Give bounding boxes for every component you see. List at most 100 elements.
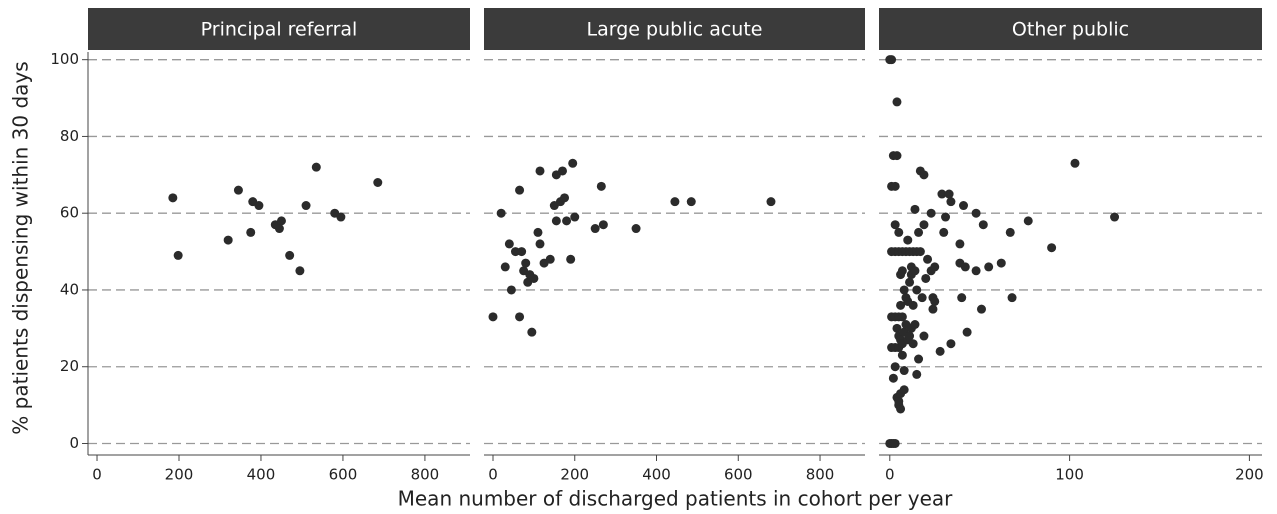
x-tick-label: 600 bbox=[329, 466, 358, 484]
point bbox=[899, 385, 909, 395]
point bbox=[1047, 243, 1057, 253]
point bbox=[930, 262, 940, 272]
strip bbox=[88, 8, 470, 50]
point bbox=[946, 339, 956, 349]
point bbox=[515, 312, 525, 322]
point bbox=[912, 369, 922, 379]
point bbox=[921, 273, 931, 283]
y-tick-label: 0 bbox=[69, 434, 79, 452]
point bbox=[562, 216, 572, 226]
point bbox=[890, 181, 900, 191]
point bbox=[285, 250, 295, 260]
point bbox=[515, 185, 525, 195]
point bbox=[590, 224, 600, 234]
y-tick-label: 20 bbox=[60, 357, 79, 375]
point bbox=[596, 181, 606, 191]
point bbox=[935, 346, 945, 356]
x-tick-label: 200 bbox=[560, 466, 589, 484]
x-tick-label: 100 bbox=[1055, 466, 1084, 484]
point bbox=[930, 296, 940, 306]
x-tick-label: 800 bbox=[411, 466, 440, 484]
point bbox=[173, 250, 183, 260]
point bbox=[917, 293, 927, 303]
point bbox=[545, 254, 555, 264]
point bbox=[336, 212, 346, 222]
point bbox=[551, 216, 561, 226]
point bbox=[560, 193, 570, 203]
point bbox=[955, 239, 965, 249]
point bbox=[960, 262, 970, 272]
point bbox=[521, 258, 531, 268]
point bbox=[274, 224, 284, 234]
x-tick-label: 0 bbox=[92, 466, 102, 484]
point bbox=[1110, 212, 1120, 222]
point bbox=[971, 208, 981, 218]
point bbox=[897, 350, 907, 360]
point bbox=[496, 208, 506, 218]
point bbox=[971, 266, 981, 276]
point bbox=[566, 254, 576, 264]
point bbox=[926, 208, 936, 218]
point bbox=[254, 201, 264, 211]
x-tick-label: 0 bbox=[488, 466, 498, 484]
point bbox=[910, 204, 920, 214]
point bbox=[912, 285, 922, 295]
point bbox=[899, 366, 909, 376]
y-axis-title: % patients dispensing within 30 days bbox=[9, 61, 33, 434]
x-tick-label: 800 bbox=[806, 466, 835, 484]
strip-title: Principal referral bbox=[201, 19, 358, 41]
strip-title: Other public bbox=[1012, 19, 1129, 41]
point bbox=[890, 220, 900, 230]
point bbox=[888, 373, 898, 383]
point bbox=[923, 254, 933, 264]
x-axis-title: Mean number of discharged patients in co… bbox=[398, 487, 954, 511]
strip bbox=[879, 8, 1262, 50]
point bbox=[919, 331, 929, 341]
point bbox=[535, 166, 545, 176]
point bbox=[295, 266, 305, 276]
point bbox=[568, 158, 578, 168]
x-tick-label: 200 bbox=[1235, 466, 1264, 484]
point bbox=[631, 224, 641, 234]
point bbox=[517, 247, 527, 257]
point bbox=[944, 189, 954, 199]
point bbox=[894, 227, 904, 237]
point bbox=[892, 151, 902, 161]
point bbox=[892, 97, 902, 107]
strip-title: Large public acute bbox=[587, 19, 763, 41]
point bbox=[686, 197, 696, 207]
point bbox=[500, 262, 510, 272]
point bbox=[1005, 227, 1015, 237]
point bbox=[899, 285, 909, 295]
point bbox=[373, 177, 383, 187]
point bbox=[570, 212, 580, 222]
point bbox=[897, 266, 907, 276]
point bbox=[976, 304, 986, 314]
point bbox=[914, 354, 924, 364]
point bbox=[905, 277, 915, 287]
point bbox=[914, 227, 924, 237]
y-tick-label: 60 bbox=[60, 204, 79, 222]
point bbox=[957, 293, 967, 303]
point bbox=[910, 266, 920, 276]
point bbox=[1023, 216, 1033, 226]
point bbox=[962, 327, 972, 337]
x-tick-label: 400 bbox=[247, 466, 276, 484]
point bbox=[894, 396, 904, 406]
strip bbox=[484, 8, 865, 50]
y-tick-label: 100 bbox=[50, 50, 79, 68]
x-tick-label: 400 bbox=[642, 466, 671, 484]
point bbox=[527, 327, 537, 337]
point bbox=[301, 201, 311, 211]
point bbox=[915, 247, 925, 257]
point bbox=[978, 220, 988, 230]
point bbox=[1007, 293, 1017, 303]
point bbox=[311, 162, 321, 172]
point bbox=[892, 323, 902, 333]
point bbox=[903, 235, 913, 245]
point bbox=[766, 197, 776, 207]
point bbox=[557, 166, 567, 176]
point bbox=[168, 193, 178, 203]
